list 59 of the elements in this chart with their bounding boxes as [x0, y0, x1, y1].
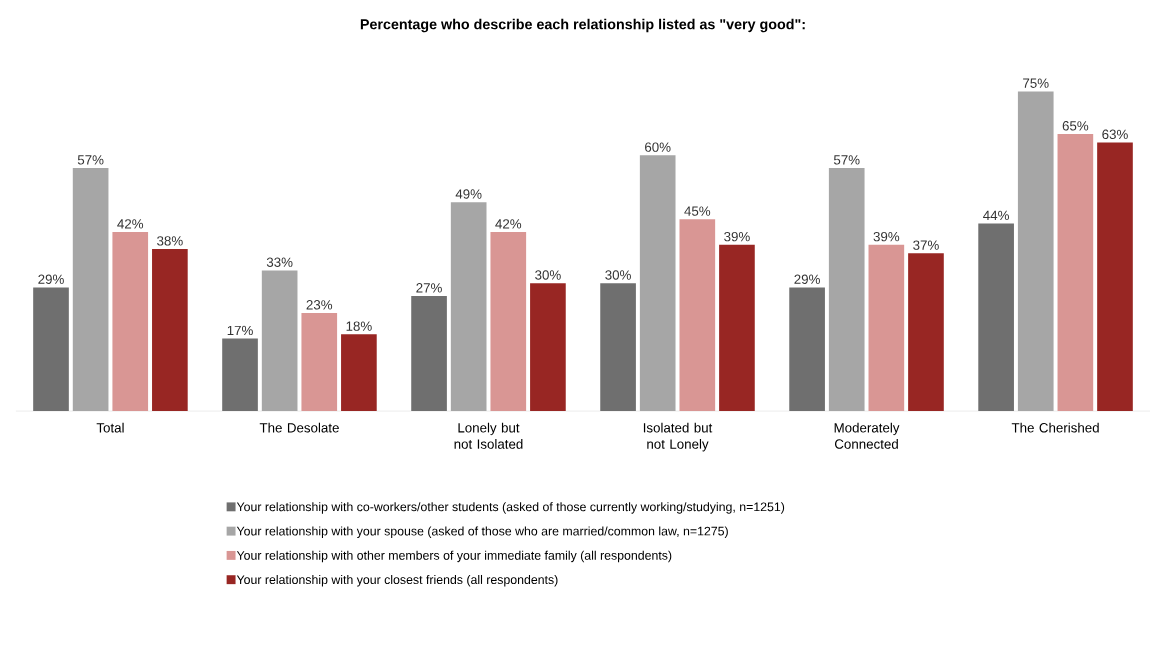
data-label: 45% [684, 206, 711, 216]
data-label: 57% [77, 155, 104, 165]
data-label: 49% [455, 189, 482, 199]
bar [639, 155, 676, 412]
data-label: 75% [1023, 78, 1049, 89]
x-tick-label: Moderately Connected [834, 422, 900, 449]
legend-label: Your relationship with your closest friends (all respondents) [236, 575, 558, 587]
bar [261, 270, 298, 412]
data-label: 57% [833, 155, 860, 165]
bar [112, 232, 149, 412]
x-tick-label: The Cherished [1011, 422, 1099, 433]
data-label: 39% [873, 232, 900, 242]
data-label: 63% [1102, 129, 1128, 140]
data-label: 27% [416, 283, 442, 293]
data-label: 18% [346, 321, 372, 332]
data-label: 42% [495, 219, 522, 229]
bar [222, 338, 258, 412]
data-label: 37% [913, 240, 939, 251]
data-label: 39% [724, 232, 750, 242]
bar [1097, 142, 1133, 412]
bar [600, 283, 636, 412]
data-label: 42% [117, 219, 144, 229]
data-label: 29% [38, 274, 64, 285]
bar [679, 219, 716, 412]
bar [152, 249, 188, 412]
data-label: 23% [306, 300, 333, 310]
bar [411, 296, 447, 412]
data-label: 30% [535, 270, 561, 280]
bar [828, 168, 865, 412]
bar [719, 244, 755, 412]
bar [450, 202, 487, 412]
bar [978, 223, 1014, 412]
bar [72, 168, 109, 412]
legend-label: Your relationship with co-workers/other students (asked of those currently working/studying, n=1251) [236, 502, 785, 514]
bar [530, 283, 566, 412]
legend-label: Your relationship with your spouse (asked of those who are married/common law, n=1275) [236, 526, 728, 539]
data-label: 65% [1062, 121, 1089, 131]
bar [490, 232, 527, 412]
data-label: 33% [266, 257, 293, 268]
x-tick-label: The Desolate [259, 422, 339, 433]
bar [868, 244, 905, 412]
chart-title: Percentage who describe each relationship listed as "very good": [360, 18, 805, 33]
bar [1057, 134, 1094, 412]
data-label: 17% [227, 325, 253, 336]
bar [341, 334, 377, 412]
bar [789, 287, 825, 412]
x-tick-label: Isolated but not Lonely [643, 422, 713, 452]
data-label: 29% [794, 274, 820, 285]
legend-label: Your relationship with other members of your immediate family (all respondents) [236, 550, 672, 563]
data-label: 44% [983, 210, 1009, 221]
x-tick-label: Lonely but not Isolated [454, 422, 523, 449]
bar [1017, 91, 1054, 412]
data-label: 30% [605, 270, 631, 280]
bar [301, 313, 338, 412]
data-label: 60% [645, 142, 671, 152]
x-tick-label: Total [96, 422, 124, 433]
data-label: 38% [157, 236, 183, 246]
bar [33, 287, 69, 412]
bar [908, 253, 944, 412]
